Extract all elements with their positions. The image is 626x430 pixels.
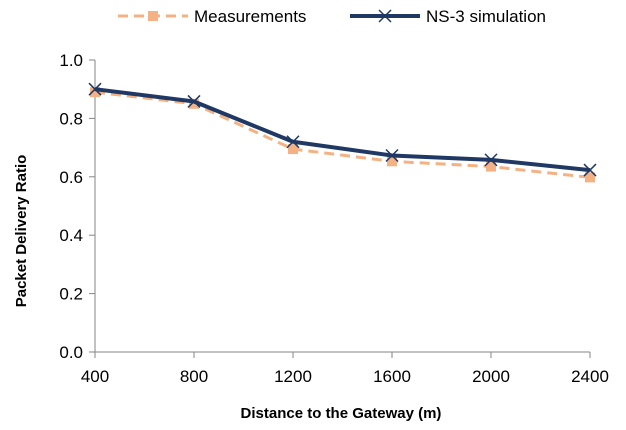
x-tick-label: 1200 bbox=[274, 367, 312, 386]
data-point bbox=[90, 87, 100, 98]
legend-label: Measurements bbox=[194, 7, 306, 26]
legend-label: NS-3 simulation bbox=[426, 7, 546, 26]
series-2 bbox=[88, 82, 597, 177]
axes bbox=[89, 59, 591, 358]
x-axis-title: Distance to the Gateway (m) bbox=[241, 405, 442, 422]
y-tick-label: 0.6 bbox=[59, 168, 83, 187]
data-point bbox=[286, 135, 300, 149]
x-tick-label: 1600 bbox=[373, 367, 411, 386]
y-tick-label: 0.4 bbox=[59, 226, 83, 245]
x-tick-label: 2400 bbox=[571, 367, 609, 386]
series-line bbox=[94, 87, 591, 173]
series-layer bbox=[88, 82, 597, 183]
data-point bbox=[583, 163, 597, 177]
y-tick-label: 0.8 bbox=[59, 109, 83, 128]
data-point bbox=[486, 161, 496, 172]
y-tick-labels: 0.0 0.2 0.4 0.6 0.8 1.0 bbox=[59, 51, 83, 362]
data-point bbox=[288, 144, 298, 155]
data-point bbox=[585, 172, 595, 183]
legend-marker bbox=[378, 9, 392, 23]
legend-marker bbox=[148, 11, 158, 21]
series-1 bbox=[90, 87, 595, 183]
x-tick-label: 400 bbox=[81, 367, 109, 386]
legend-item: Measurements bbox=[118, 7, 306, 26]
x-tick-labels: 400 800 1200 1600 2000 2400 bbox=[81, 367, 609, 386]
series-line bbox=[94, 90, 591, 179]
data-point bbox=[387, 156, 397, 167]
data-point bbox=[484, 153, 498, 167]
data-point bbox=[189, 98, 199, 109]
y-tick-label: 1.0 bbox=[59, 51, 83, 70]
y-axis-title: Packet Delivery Ratio bbox=[13, 155, 30, 308]
x-tick-label: 2000 bbox=[472, 367, 510, 386]
y-tick-label: 0.2 bbox=[59, 285, 83, 304]
data-point bbox=[385, 148, 399, 163]
y-tick-label: 0.0 bbox=[59, 343, 83, 362]
data-point bbox=[88, 82, 102, 96]
x-tick-label: 800 bbox=[180, 367, 208, 386]
data-point bbox=[187, 94, 201, 108]
legend-item: NS-3 simulation bbox=[350, 7, 546, 26]
legend: Measurements NS-3 simulation bbox=[118, 7, 546, 26]
